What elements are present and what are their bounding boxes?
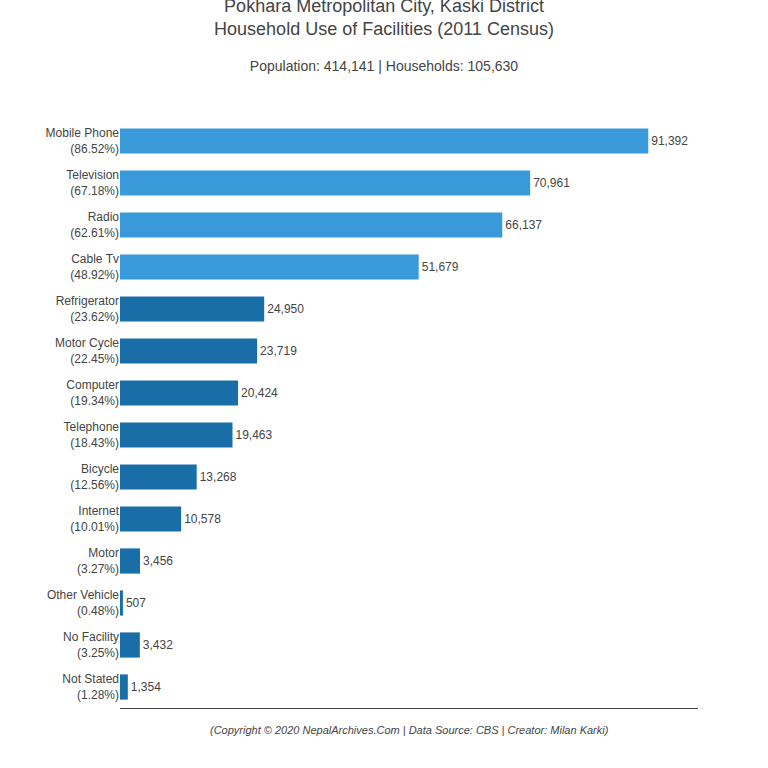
svg-text:24,950: 24,950 <box>267 302 304 316</box>
svg-text:Bicycle(12.56%): Bicycle(12.56%) <box>70 462 119 492</box>
svg-text:19,463: 19,463 <box>236 428 273 442</box>
svg-text:Other Vehicle(0.48%): Other Vehicle(0.48%) <box>47 588 119 618</box>
svg-text:507: 507 <box>126 596 146 610</box>
svg-text:23,719: 23,719 <box>260 344 297 358</box>
svg-text:10,578: 10,578 <box>184 512 221 526</box>
svg-text:1,354: 1,354 <box>131 680 161 694</box>
svg-text:Motor(3.27%): Motor(3.27%) <box>77 546 119 576</box>
svg-text:No Facility(3.25%): No Facility(3.25%) <box>63 630 119 660</box>
svg-text:20,424: 20,424 <box>241 386 278 400</box>
svg-text:Television(67.18%): Television(67.18%) <box>66 168 119 198</box>
svg-text:51,679: 51,679 <box>422 260 459 274</box>
svg-text:Mobile Phone(86.52%): Mobile Phone(86.52%) <box>46 126 120 156</box>
svg-text:(Copyright © 2020 NepalArchive: (Copyright © 2020 NepalArchives.Com | Da… <box>210 724 609 736</box>
svg-text:Computer(19.34%): Computer(19.34%) <box>66 378 119 408</box>
svg-text:Telephone(18.43%): Telephone(18.43%) <box>64 420 120 450</box>
svg-text:Cable Tv(48.92%): Cable Tv(48.92%) <box>70 252 119 282</box>
svg-text:Refrigerator(23.62%): Refrigerator(23.62%) <box>56 294 119 324</box>
svg-text:3,456: 3,456 <box>143 554 173 568</box>
svg-text:Radio(62.61%): Radio(62.61%) <box>70 210 119 240</box>
svg-text:Internet(10.01%): Internet(10.01%) <box>70 504 119 534</box>
svg-text:Not Stated(1.28%): Not Stated(1.28%) <box>62 672 119 702</box>
svg-text:66,137: 66,137 <box>505 218 542 232</box>
svg-text:Pokhara Metropolitan City, Kas: Pokhara Metropolitan City, Kaski Distric… <box>214 0 554 39</box>
svg-text:3,432: 3,432 <box>143 638 173 652</box>
svg-text:Population: 414,141 | Househol: Population: 414,141 | Households: 105,63… <box>250 58 519 74</box>
svg-text:13,268: 13,268 <box>200 470 237 484</box>
svg-text:70,961: 70,961 <box>533 176 570 190</box>
svg-text:Motor Cycle(22.45%): Motor Cycle(22.45%) <box>55 336 119 366</box>
svg-text:91,392: 91,392 <box>651 134 688 148</box>
